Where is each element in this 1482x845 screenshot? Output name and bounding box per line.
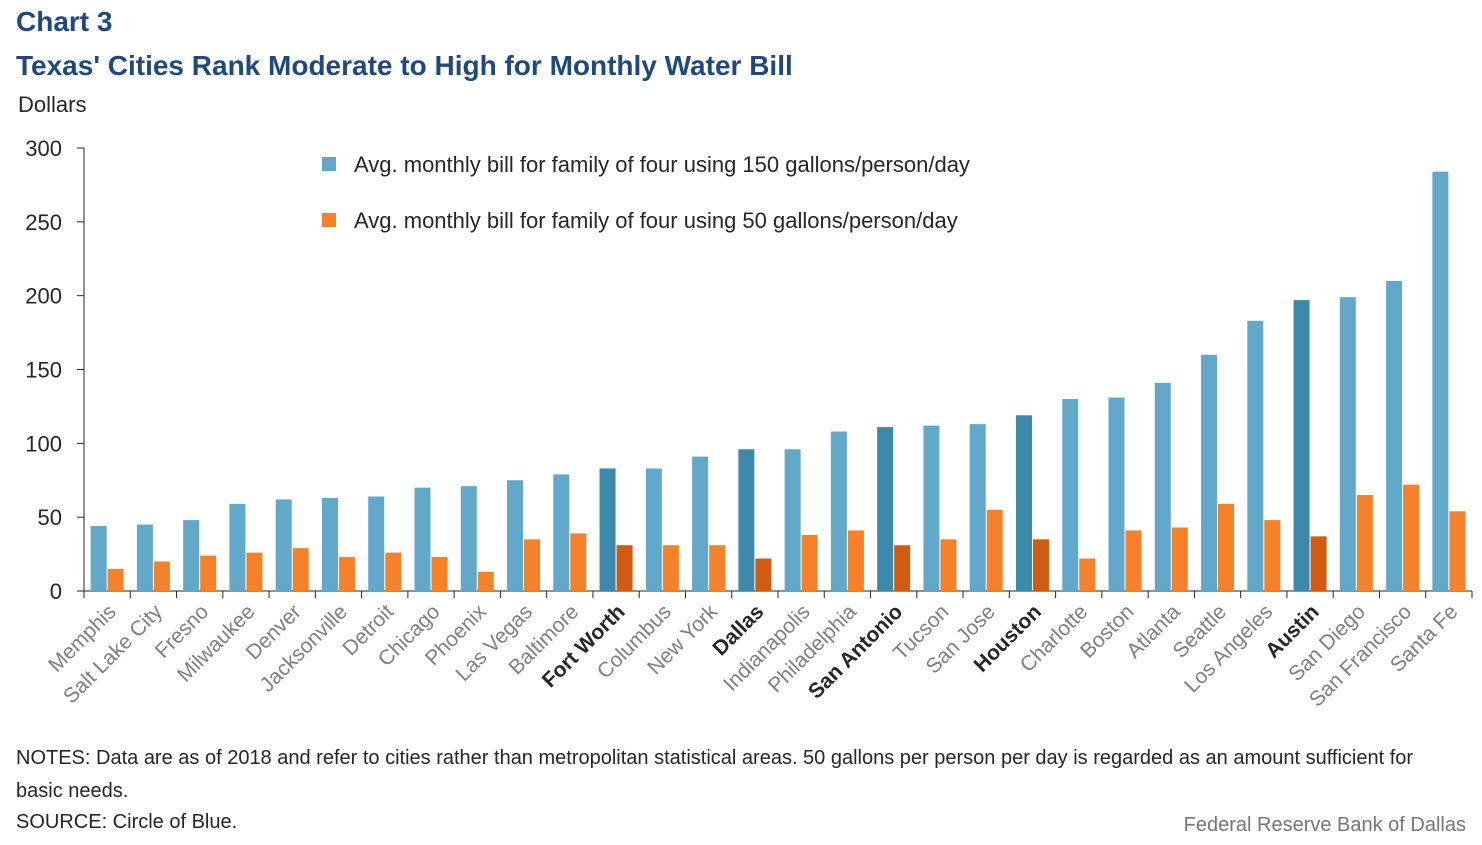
bar-50-gallons — [894, 545, 911, 591]
bar-50-gallons — [338, 557, 355, 591]
bar-150-gallons — [1247, 320, 1264, 591]
bar-150-gallons — [275, 499, 292, 591]
bar-150-gallons — [414, 487, 431, 591]
bar-150-gallons — [738, 449, 755, 591]
y-tick-label: 150 — [25, 358, 62, 383]
bar-150-gallons — [599, 468, 616, 591]
bar-150-gallons — [923, 425, 940, 591]
bar-50-gallons — [1218, 503, 1235, 591]
bar-150-gallons — [692, 456, 709, 591]
bar-50-gallons — [1079, 558, 1096, 591]
bar-50-gallons — [1171, 527, 1188, 591]
y-tick-label: 0 — [50, 579, 62, 604]
bar-50-gallons — [153, 561, 170, 591]
bar-150-gallons — [1386, 280, 1403, 591]
bar-150-gallons — [1108, 397, 1125, 591]
bar-150-gallons — [1201, 354, 1218, 591]
bar-150-gallons — [460, 486, 477, 591]
bar-50-gallons — [1125, 530, 1142, 591]
bar-50-gallons — [431, 557, 448, 591]
chart-notes: NOTES: Data are as of 2018 and refer to … — [16, 747, 1414, 802]
bar-150-gallons — [1293, 300, 1310, 591]
bar-50-gallons — [662, 545, 679, 591]
bar-150-gallons — [1339, 297, 1356, 591]
bar-50-gallons — [986, 509, 1003, 591]
bar-150-gallons — [1432, 171, 1449, 592]
y-tick-label: 100 — [25, 431, 62, 456]
bar-150-gallons — [90, 526, 107, 591]
bar-150-gallons — [321, 497, 338, 591]
bar-50-gallons — [385, 552, 402, 591]
bar-150-gallons — [969, 424, 986, 591]
legend-label: Avg. monthly bill for family of four usi… — [354, 208, 958, 233]
bar-50-gallons — [616, 545, 633, 591]
bar-50-gallons — [246, 552, 263, 591]
legend-swatch — [322, 213, 336, 227]
bar-50-gallons — [1264, 520, 1281, 591]
bar-50-gallons — [1032, 539, 1049, 591]
bar-50-gallons — [801, 534, 818, 591]
bar-150-gallons — [784, 449, 801, 591]
bar-150-gallons — [830, 431, 847, 591]
bar-50-gallons — [524, 539, 541, 591]
bar-150-gallons — [645, 468, 662, 591]
legend-swatch — [322, 157, 336, 171]
chart-credit: Federal Reserve Bank of Dallas — [1183, 814, 1466, 836]
bar-150-gallons — [507, 480, 524, 591]
bar-150-gallons — [1062, 399, 1079, 591]
y-axis-units: Dollars — [18, 92, 87, 117]
bar-50-gallons — [570, 533, 587, 591]
y-tick-label: 300 — [25, 136, 62, 161]
chart-source: SOURCE: Circle of Blue. — [16, 811, 238, 833]
chart-label: Chart 3 — [16, 6, 113, 37]
y-tick-label: 50 — [38, 505, 62, 530]
bar-50-gallons — [1310, 536, 1327, 591]
bar-50-gallons — [292, 548, 309, 591]
bar-50-gallons — [709, 545, 726, 591]
bar-150-gallons — [183, 520, 200, 591]
chart-title: Texas' Cities Rank Moderate to High for … — [16, 50, 793, 81]
legend-label: Avg. monthly bill for family of four usi… — [354, 152, 970, 177]
bar-50-gallons — [1449, 511, 1466, 591]
bar-150-gallons — [553, 474, 570, 591]
bar-50-gallons — [847, 530, 864, 591]
bar-150-gallons — [368, 496, 385, 591]
bar-150-gallons — [877, 427, 894, 591]
y-tick-label: 250 — [25, 210, 62, 235]
bar-50-gallons — [1403, 484, 1420, 591]
bar-150-gallons — [229, 503, 246, 591]
bar-50-gallons — [755, 558, 772, 591]
bar-50-gallons — [200, 555, 217, 591]
bar-150-gallons — [1154, 382, 1171, 591]
bar-50-gallons — [477, 571, 494, 591]
bar-150-gallons — [136, 524, 153, 591]
bar-50-gallons — [107, 568, 124, 591]
bar-150-gallons — [1015, 415, 1032, 591]
bar-50-gallons — [940, 539, 957, 591]
bar-50-gallons — [1356, 495, 1373, 591]
y-tick-label: 200 — [25, 284, 62, 309]
